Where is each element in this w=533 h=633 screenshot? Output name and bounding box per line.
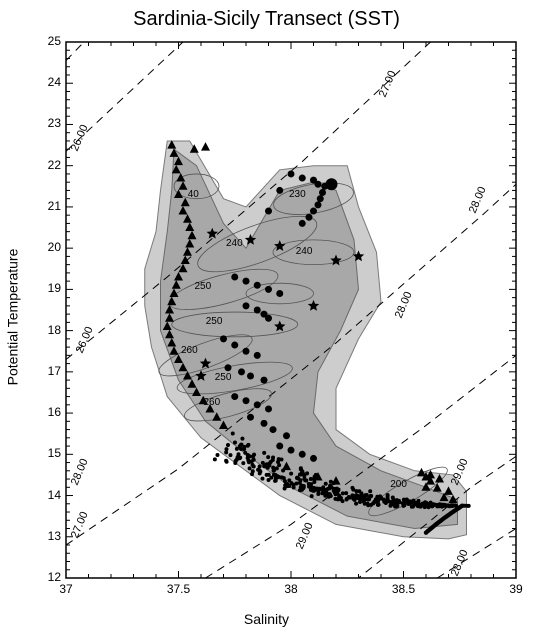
chart-container: Sardinia-Sicily Transect (SST) Potential… — [0, 0, 533, 633]
y-tick: 12 — [31, 570, 61, 584]
x-tick: 39 — [496, 582, 533, 596]
contour-label: 230 — [289, 189, 306, 200]
y-tick: 13 — [31, 529, 61, 543]
y-tick: 16 — [31, 405, 61, 419]
x-tick: 38 — [271, 582, 311, 596]
x-tick: 37.5 — [159, 582, 199, 596]
y-tick: 14 — [31, 488, 61, 502]
contour-label: 250 — [195, 281, 212, 292]
contour-label: 240 — [296, 246, 313, 257]
contour-label: 40 — [188, 189, 199, 200]
y-tick: 15 — [31, 446, 61, 460]
contour-label: 260 — [204, 397, 221, 408]
contour-label: 250 — [206, 316, 223, 327]
contour-label: 260 — [181, 345, 198, 356]
y-tick: 17 — [31, 364, 61, 378]
y-tick: 20 — [31, 240, 61, 254]
y-tick: 18 — [31, 323, 61, 337]
y-tick: 19 — [31, 281, 61, 295]
y-tick: 22 — [31, 158, 61, 172]
y-tick: 24 — [31, 75, 61, 89]
contour-label: 200 — [390, 479, 407, 490]
x-tick: 38.5 — [384, 582, 424, 596]
contour-label: 250 — [215, 372, 232, 383]
y-tick: 23 — [31, 116, 61, 130]
contour-label: 240 — [226, 238, 243, 249]
y-tick: 21 — [31, 199, 61, 213]
x-tick: 37 — [46, 582, 86, 596]
y-tick: 25 — [31, 34, 61, 48]
